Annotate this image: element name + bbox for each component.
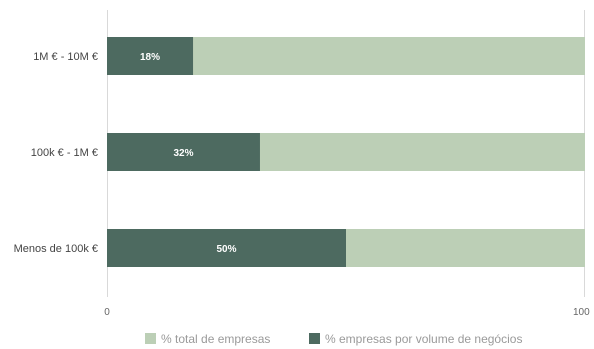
bar-volume-negocios <box>107 37 194 75</box>
legend-label: % total de empresas <box>161 332 270 346</box>
x-axis-tick-label: 0 <box>104 307 110 318</box>
bar-data-label: 50% <box>216 244 236 255</box>
y-axis-category-label: Menos de 100k € <box>14 243 98 255</box>
legend-swatch <box>309 333 320 344</box>
bar-volume-negocios <box>107 229 346 267</box>
y-axis-category-label: 100k € - 1M € <box>31 147 98 159</box>
legend-swatch <box>145 333 156 344</box>
x-axis-tick-label: 100 <box>573 307 590 318</box>
bar-volume-negocios <box>107 133 260 171</box>
bar-data-label: 18% <box>140 52 160 63</box>
y-axis-category-label: 1M € - 10M € <box>33 51 98 63</box>
legend-label: % empresas por volume de negócios <box>325 332 522 346</box>
bar-data-label: 32% <box>173 148 193 159</box>
